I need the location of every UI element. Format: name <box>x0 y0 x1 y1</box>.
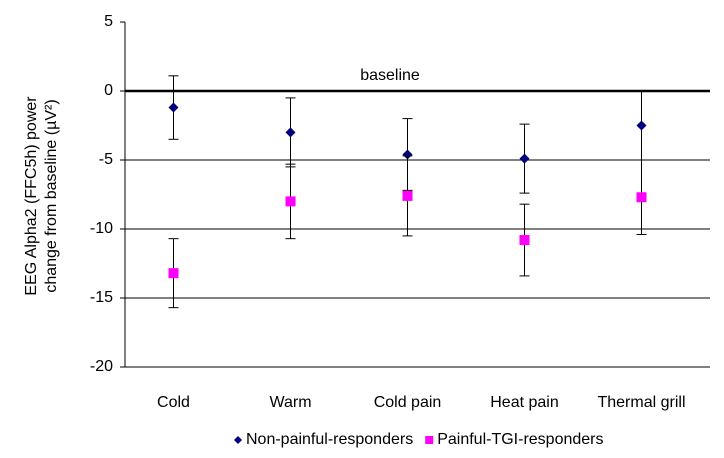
y-axis-label: EEG Alpha2 (FFC5h) power <box>23 96 40 296</box>
x-tick-label: Heat pain <box>490 394 559 411</box>
point <box>636 192 647 203</box>
point <box>402 149 413 160</box>
legend-marker <box>234 436 242 444</box>
point <box>636 120 647 131</box>
point <box>519 235 530 246</box>
point <box>519 153 530 164</box>
point <box>285 127 296 138</box>
y-tick-label: 5 <box>104 13 113 30</box>
x-tick-label: Thermal grill <box>597 394 685 411</box>
point <box>168 268 179 279</box>
y-tick-label: -20 <box>90 358 113 375</box>
point <box>402 190 413 201</box>
point <box>168 102 179 113</box>
y-axis-label: change from baseline (µV²) <box>43 99 60 292</box>
x-tick-label: Cold pain <box>374 394 442 411</box>
y-tick-label: -5 <box>99 151 113 168</box>
x-tick-label: Cold <box>157 394 190 411</box>
baseline-annotation: baseline <box>360 67 420 84</box>
legend-label: Painful-TGI-responders <box>437 431 603 448</box>
y-tick-label: -15 <box>90 289 113 306</box>
legend-marker <box>425 436 434 444</box>
point <box>285 196 296 207</box>
y-tick-label: 0 <box>104 82 113 99</box>
legend-label: Non-painful-responders <box>246 431 413 448</box>
x-tick-label: Warm <box>269 394 311 411</box>
y-tick-label: -10 <box>90 220 113 237</box>
